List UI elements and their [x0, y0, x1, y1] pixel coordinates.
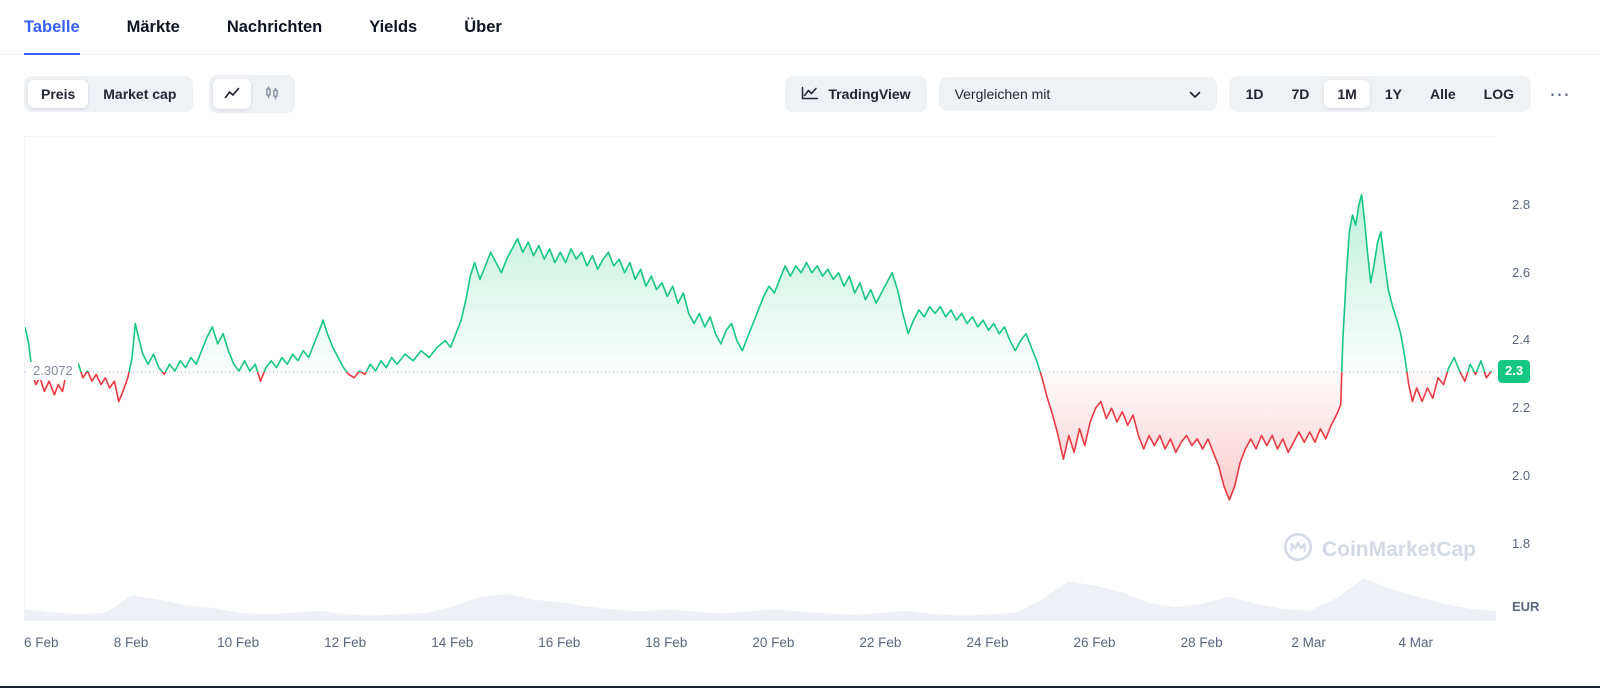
x-axis-tick: 6 Feb — [24, 635, 59, 650]
x-axis-tick: 28 Feb — [1180, 635, 1223, 650]
coinmarketcap-watermark: CoinMarketCap — [1283, 532, 1476, 568]
x-axis-tick: 12 Feb — [324, 635, 367, 650]
line-chart-icon — [224, 85, 240, 103]
metric-toggle: Preis Market cap — [24, 76, 194, 112]
x-axis-tick: 14 Feb — [431, 635, 474, 650]
x-axis-tick: 26 Feb — [1073, 635, 1116, 650]
x-axis-tick: 16 Feb — [538, 635, 581, 650]
metric-marketcap-button[interactable]: Market cap — [90, 80, 189, 108]
y-axis-tick: 2.2 — [1512, 400, 1531, 416]
range-toggle: 1D 7D 1M 1Y Alle LOG — [1228, 76, 1531, 112]
price-area-down — [25, 371, 1492, 500]
tab-ueber[interactable]: Über — [464, 18, 502, 36]
baseline-price-label: 2.3072 — [28, 361, 78, 380]
x-axis-tick: 4 Mar — [1398, 635, 1433, 650]
log-scale-button[interactable]: LOG — [1471, 80, 1527, 108]
tradingview-button[interactable]: TradingView — [785, 76, 927, 112]
chart-toolbar: Preis Market cap TradingView Vergl — [0, 55, 1600, 136]
y-axis-tick: 2.0 — [1512, 468, 1531, 484]
price-line-down — [31, 371, 1492, 501]
tab-maerkte[interactable]: Märkte — [126, 18, 180, 36]
currency-label: EUR — [1512, 599, 1540, 614]
tab-tabelle[interactable]: Tabelle — [24, 0, 80, 55]
tab-bar: Tabelle Märkte Nachrichten Yields Über — [0, 0, 1600, 55]
x-axis-tick: 2 Mar — [1291, 635, 1326, 650]
tradingview-icon — [801, 86, 819, 102]
y-axis-tick: 2.8 — [1512, 196, 1531, 212]
tab-nachrichten[interactable]: Nachrichten — [226, 18, 323, 36]
coinmarketcap-watermark-text: CoinMarketCap — [1321, 538, 1476, 561]
tradingview-label: TradingView — [828, 86, 911, 102]
range-alle-button[interactable]: Alle — [1417, 80, 1469, 108]
x-axis-tick: 10 Feb — [217, 635, 260, 650]
toolbar-right-group: TradingView Vergleichen mit 1D 7D 1M 1Y … — [785, 76, 1576, 112]
x-axis-tick: 8 Feb — [113, 635, 149, 650]
price-line-up — [25, 193, 1493, 372]
y-axis-tick: 2.4 — [1512, 332, 1531, 348]
range-7d-button[interactable]: 7D — [1278, 80, 1322, 108]
price-area-chart-canvas[interactable] — [24, 136, 1496, 621]
more-options-button[interactable]: ⋯ — [1543, 82, 1576, 107]
candlestick-toggle-button[interactable] — [253, 79, 291, 109]
coinmarketcap-logo-icon — [1283, 532, 1313, 568]
range-1y-button[interactable]: 1Y — [1372, 80, 1415, 108]
x-axis: 6 Feb 8 Feb 10 Feb 12 Feb 14 Feb 16 Feb 18 Feb… — [24, 631, 1576, 655]
volume-area — [25, 578, 1496, 621]
chevron-down-icon — [1189, 87, 1201, 101]
chart-type-toggle — [209, 75, 296, 113]
range-1d-button[interactable]: 1D — [1233, 80, 1277, 108]
range-1m-button[interactable]: 1M — [1324, 80, 1370, 108]
candlestick-icon — [264, 85, 280, 103]
compare-dropdown-label: Vergleichen mit — [954, 86, 1051, 102]
x-axis-tick: 18 Feb — [645, 635, 688, 650]
page-bottom-divider — [0, 686, 1600, 688]
compare-dropdown[interactable]: Vergleichen mit — [938, 77, 1217, 111]
metric-preis-button[interactable]: Preis — [28, 80, 89, 108]
current-price-badge: 2.3 — [1498, 359, 1531, 383]
price-area-up — [25, 194, 1492, 372]
y-axis-tick: 2.6 — [1512, 264, 1531, 280]
line-chart-toggle-button[interactable] — [213, 79, 252, 109]
x-axis-tick: 22 Feb — [859, 635, 902, 650]
x-axis-tick: 20 Feb — [752, 635, 795, 650]
x-axis-tick: 24 Feb — [966, 635, 1009, 650]
tab-yields[interactable]: Yields — [369, 18, 418, 36]
price-chart: 2.3072 2.3 EUR CoinMarketCap 2.8 2.6 2.4 2.… — [24, 136, 1576, 621]
y-axis-tick: 1.8 — [1512, 535, 1531, 551]
